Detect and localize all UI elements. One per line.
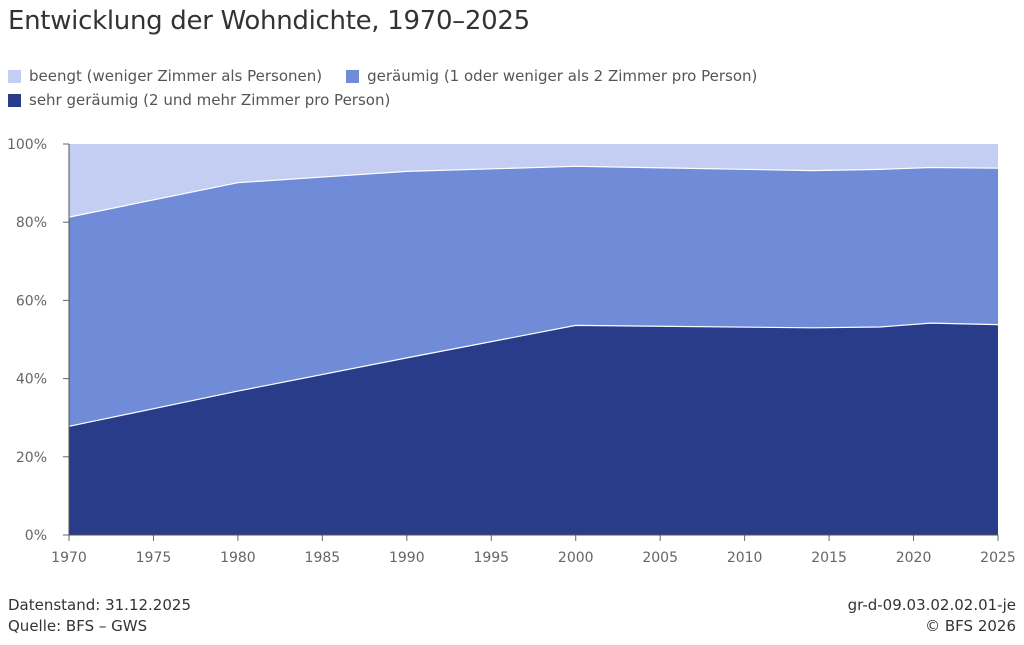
quelle-text: Quelle: BFS – GWS	[8, 617, 148, 635]
x-tick-label: 1990	[389, 550, 425, 566]
series-area-beengt	[69, 144, 998, 218]
x-tick-label: 2010	[727, 550, 763, 566]
legend-row-1: beengt (weniger Zimmer als Personen) ger…	[8, 64, 1008, 88]
x-tick-label: 1975	[136, 550, 172, 566]
y-tick-label: 40%	[16, 372, 47, 388]
copyright-text: © BFS 2026	[925, 617, 1016, 635]
x-tick-label: 1985	[305, 550, 341, 566]
y-tick-label: 100%	[7, 137, 47, 153]
legend-item-sehr-geraeumig[interactable]: sehr geräumig (2 und mehr Zimmer pro Per…	[8, 91, 390, 109]
x-tick-label: 2025	[980, 550, 1016, 566]
legend-swatch-sehr-geraeumig	[8, 93, 21, 107]
y-tick-label: 60%	[16, 293, 47, 309]
x-tick-label: 1970	[51, 550, 87, 566]
series-boundary-line-1	[68, 165, 999, 218]
series-area-geraeumig	[69, 166, 998, 427]
y-tick-label: 80%	[16, 215, 47, 231]
legend-label-beengt: beengt (weniger Zimmer als Personen)	[29, 67, 323, 85]
chart-code-text: gr-d-09.03.02.02.01-je	[847, 596, 1016, 614]
x-tick-label: 2005	[642, 550, 678, 566]
y-tick-label: 20%	[16, 450, 47, 466]
legend-item-geraeumig[interactable]: geräumig (1 oder weniger als 2 Zimmer pr…	[346, 67, 757, 85]
legend-label-sehr-geraeumig: sehr geräumig (2 und mehr Zimmer pro Per…	[29, 91, 391, 109]
footer-right: gr-d-09.03.02.02.01-je © BFS 2026	[848, 595, 1016, 637]
legend-row-2: sehr geräumig (2 und mehr Zimmer pro Per…	[8, 88, 1008, 112]
legend-swatch-geraeumig	[346, 69, 360, 83]
y-tick-label: 0%	[25, 528, 47, 544]
footer-left: Datenstand: 31.12.2025 Quelle: BFS – GWS	[8, 595, 191, 637]
x-tick-label: 1995	[473, 550, 509, 566]
x-tick-label: 2015	[811, 550, 847, 566]
x-tick-label: 1980	[220, 550, 256, 566]
x-tick-label: 2020	[896, 550, 932, 566]
area-chart: 0% 20% 40% 60% 80% 100% 1970 1975 1980 1985 1990 19…	[7, 137, 1016, 566]
legend-item-beengt[interactable]: beengt (weniger Zimmer als Personen)	[8, 67, 322, 85]
series-area-sehr-geraeumig	[69, 323, 998, 535]
chart-title: Entwicklung der Wohndichte, 1970–2025	[8, 6, 530, 36]
datenstand-text: Datenstand: 31.12.2025	[8, 596, 191, 614]
legend-label-geraeumig: geräumig (1 oder weniger als 2 Zimmer pr…	[367, 67, 758, 85]
series-boundary-line-0	[68, 322, 999, 427]
x-tick-label: 2000	[558, 550, 594, 566]
legend-swatch-beengt	[8, 69, 21, 83]
legend: beengt (weniger Zimmer als Personen) ger…	[8, 64, 1008, 112]
